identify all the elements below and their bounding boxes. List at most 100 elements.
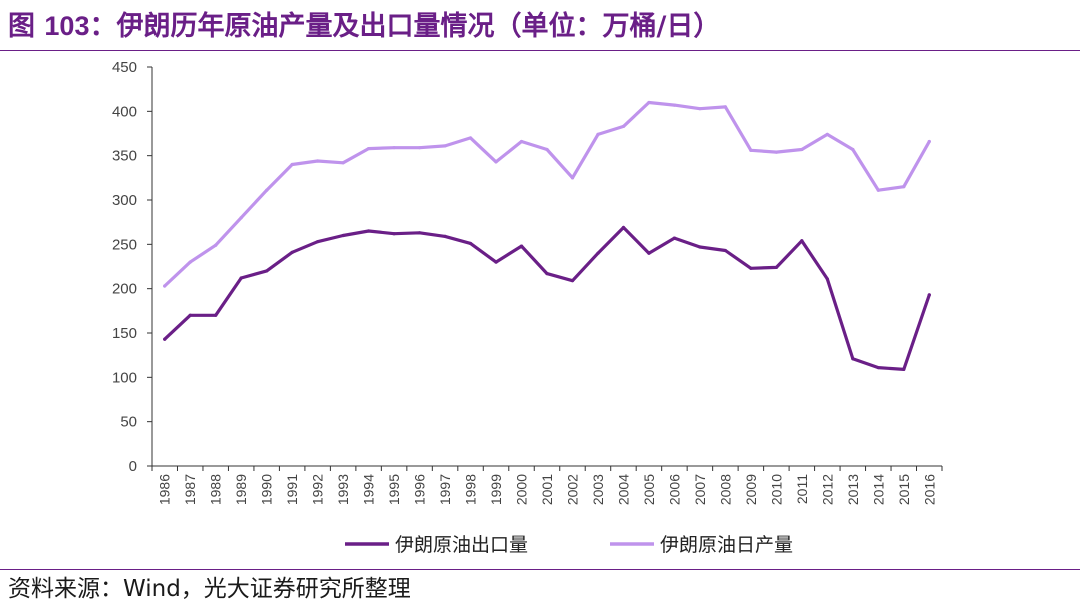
x-tick-label: 2013: [845, 474, 861, 505]
production-point: [214, 243, 218, 247]
export-point: [927, 293, 931, 297]
x-tick-label: 1997: [437, 474, 453, 505]
x-tick-label: 2014: [870, 474, 886, 505]
production-point: [825, 132, 829, 136]
production-point: [723, 105, 727, 109]
production-point: [494, 160, 498, 164]
export-point: [367, 229, 371, 233]
production-point: [621, 124, 626, 129]
export-point: [290, 250, 294, 254]
x-tick-label: 2005: [641, 474, 657, 505]
export-point: [265, 269, 269, 273]
x-tick-label: 2000: [514, 474, 530, 505]
series-line-export: [163, 225, 931, 371]
x-tick-label: 1999: [488, 474, 504, 505]
export-point: [519, 244, 524, 248]
export-point: [800, 239, 804, 243]
x-tick-label: 1987: [182, 474, 198, 505]
x-tick-label: 1992: [310, 474, 326, 505]
export-point: [825, 277, 829, 281]
production-point: [927, 139, 931, 144]
y-tick-label: 50: [120, 414, 137, 431]
production-point: [443, 144, 447, 148]
x-tick-label: 2008: [717, 474, 733, 505]
export-point: [647, 251, 651, 255]
production-point: [672, 103, 677, 107]
title-divider: [0, 50, 1080, 51]
chart-legend: 伊朗原油出口量 伊朗原油日产量: [345, 534, 793, 556]
x-tick-label: 2006: [666, 474, 682, 505]
export-point: [163, 337, 167, 341]
x-tick-label: 1989: [233, 474, 249, 505]
figure-title-text: ：伊朗历年原油产量及出口量情况（单位：万桶/日）: [89, 11, 721, 42]
export-point: [570, 279, 575, 283]
export-point: [545, 271, 549, 276]
x-tick-label: 2010: [768, 474, 784, 505]
production-point: [647, 100, 651, 105]
production-point: [902, 185, 906, 189]
legend-label-production: 伊朗原油日产量: [660, 534, 793, 556]
production-point: [800, 147, 804, 152]
x-tick-label: 1993: [335, 474, 351, 505]
export-point: [851, 357, 855, 361]
x-tick-label: 2003: [590, 474, 606, 505]
export-point: [876, 365, 880, 370]
y-tick-label: 300: [112, 192, 137, 209]
export-point: [621, 225, 626, 230]
y-tick-label: 200: [112, 281, 137, 298]
export-point: [672, 236, 677, 240]
x-tick-label: 2009: [743, 474, 759, 505]
legend-label-export: 伊朗原油出口量: [395, 534, 528, 556]
export-point: [214, 313, 218, 317]
x-tick-label: 1990: [259, 474, 275, 505]
production-point: [545, 147, 549, 152]
source-note: 资料来源：Wind，光大证券研究所整理: [8, 576, 411, 602]
export-point: [723, 248, 727, 253]
y-tick-label: 250: [112, 236, 137, 253]
export-point: [188, 313, 192, 317]
figure-number: 103: [44, 11, 90, 41]
x-tick-label: 2016: [921, 474, 937, 505]
x-tick-label: 1996: [412, 474, 428, 505]
x-tick-label: 1998: [463, 474, 479, 505]
production-point: [417, 146, 422, 150]
production-point: [570, 176, 575, 180]
x-tick-label: 2004: [615, 474, 631, 505]
production-point: [188, 260, 192, 264]
production-point: [265, 188, 269, 192]
x-tick-label: 1994: [361, 474, 377, 505]
production-point: [851, 147, 855, 152]
x-tick-label: 2002: [564, 474, 580, 505]
export-point: [239, 276, 243, 280]
export-point: [596, 251, 600, 255]
y-tick-label: 150: [112, 325, 137, 342]
x-tick-label: 1995: [386, 474, 402, 505]
export-point: [698, 245, 702, 249]
figure-label: 图: [8, 11, 35, 42]
production-point: [341, 161, 345, 165]
y-tick-label: 100: [112, 369, 137, 386]
y-tick-label: 400: [112, 103, 137, 120]
x-tick-label: 2012: [819, 474, 835, 505]
x-tick-label: 2007: [692, 474, 708, 505]
export-point: [443, 234, 447, 238]
x-tick-label: 1991: [284, 474, 300, 505]
export-point: [494, 260, 498, 264]
x-tick-label: 1988: [208, 474, 224, 505]
export-point: [316, 240, 320, 244]
production-point: [468, 136, 473, 140]
chart-axes: 0 50 100 150 200 250 300 350 400 450 1986 1987 1988 1…: [112, 59, 943, 505]
y-tick-label: 350: [112, 148, 137, 165]
production-point: [163, 284, 167, 288]
production-point: [596, 132, 600, 136]
production-point: [290, 162, 294, 167]
production-point: [519, 139, 524, 144]
y-tick-label: 0: [129, 458, 137, 475]
source-divider: [0, 569, 1080, 570]
x-tick-label: 2001: [539, 474, 555, 505]
production-point: [316, 159, 320, 163]
export-point: [341, 233, 345, 238]
production-point: [749, 148, 753, 152]
export-point: [392, 232, 396, 236]
